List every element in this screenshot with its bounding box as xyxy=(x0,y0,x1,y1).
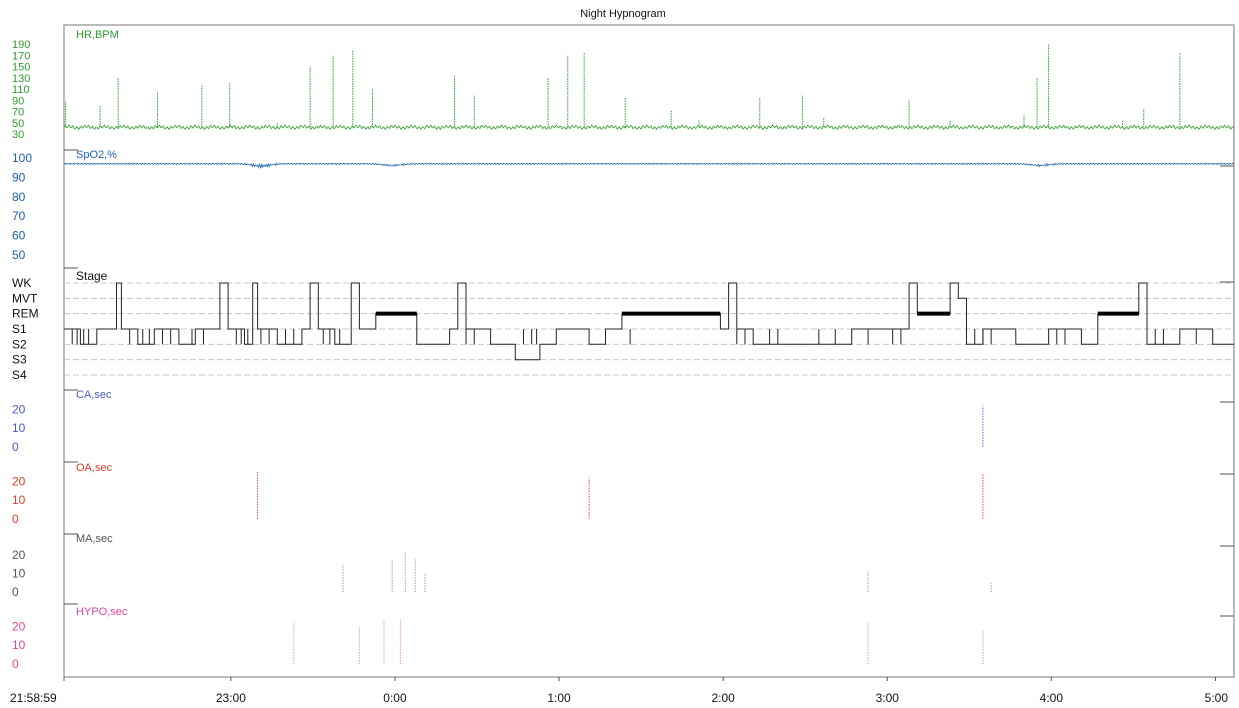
time-tick-label: 3:00 xyxy=(876,691,900,705)
spo2-series-line xyxy=(63,162,1235,169)
hr-tick-label: 30 xyxy=(12,129,24,141)
spo2-tick-label: 90 xyxy=(12,170,26,184)
hr-tick-label: 170 xyxy=(12,50,30,62)
hr-label: HR,BPM xyxy=(76,29,119,41)
stage-tick-label: REM xyxy=(12,307,39,321)
hr-tick-label: 70 xyxy=(12,107,24,119)
stage-tick-label: S1 xyxy=(12,322,27,336)
spo2-tick-label: 80 xyxy=(12,190,26,204)
time-tick-label: 1:00 xyxy=(547,691,571,705)
time-tick-label: 0:00 xyxy=(383,691,407,705)
oa-tick-label: 0 xyxy=(12,512,19,526)
oa-tick-label: 20 xyxy=(12,474,26,488)
hr-tick-label: 130 xyxy=(12,73,30,85)
hypo-tick-label: 20 xyxy=(12,619,26,633)
stage-tick-label: MVT xyxy=(12,291,38,305)
hr-tick-label: 190 xyxy=(12,39,30,51)
ma-tick-label: 10 xyxy=(12,567,26,581)
chart-title: Night Hypnogram xyxy=(580,8,666,20)
hypo-tick-label: 0 xyxy=(12,657,19,671)
hr-tick-label: 110 xyxy=(12,84,30,96)
time-tick-label: 21:58:59 xyxy=(10,691,57,705)
ma-tick-label: 20 xyxy=(12,548,26,562)
stage-tick-label: WK xyxy=(12,276,31,290)
stage-label: Stage xyxy=(76,269,108,283)
oa-tick-label: 10 xyxy=(12,493,26,507)
time-tick-label: 4:00 xyxy=(1040,691,1064,705)
time-tick-label: 2:00 xyxy=(711,691,735,705)
stage-tick-label: S3 xyxy=(12,353,27,367)
ca-tick-label: 20 xyxy=(12,402,26,416)
hr-tick-label: 150 xyxy=(12,62,30,74)
spo2-tick-label: 70 xyxy=(12,209,26,223)
ca-label: CA,sec xyxy=(76,389,112,401)
hr-tick-label: 90 xyxy=(12,95,24,107)
spo2-tick-label: 50 xyxy=(12,248,26,262)
ca-tick-label: 0 xyxy=(12,440,19,454)
oa-label: OA,sec xyxy=(76,462,113,474)
spo2-label: SpO2,% xyxy=(76,149,117,161)
stage-tick-label: S2 xyxy=(12,337,27,351)
spo2-tick-label: 100 xyxy=(12,151,32,165)
hr-tick-label: 50 xyxy=(12,118,24,130)
stage-tick-label: S4 xyxy=(12,368,27,382)
chart-layers: 19017015013011090705030HR,BPM10090807060… xyxy=(10,29,1235,705)
time-tick-label: 23:00 xyxy=(216,691,246,705)
ma-label: MA,sec xyxy=(76,533,113,545)
time-tick-label: 5:00 xyxy=(1205,691,1229,705)
stage-series-line xyxy=(64,282,1234,361)
hr-series-line xyxy=(63,124,1235,131)
plot-frame xyxy=(63,24,1235,678)
ma-tick-label: 0 xyxy=(12,585,19,599)
hypo-label: HYPO,sec xyxy=(76,606,128,618)
ca-tick-label: 10 xyxy=(12,421,26,435)
hypo-tick-label: 10 xyxy=(12,638,26,652)
spo2-tick-label: 60 xyxy=(12,229,26,243)
